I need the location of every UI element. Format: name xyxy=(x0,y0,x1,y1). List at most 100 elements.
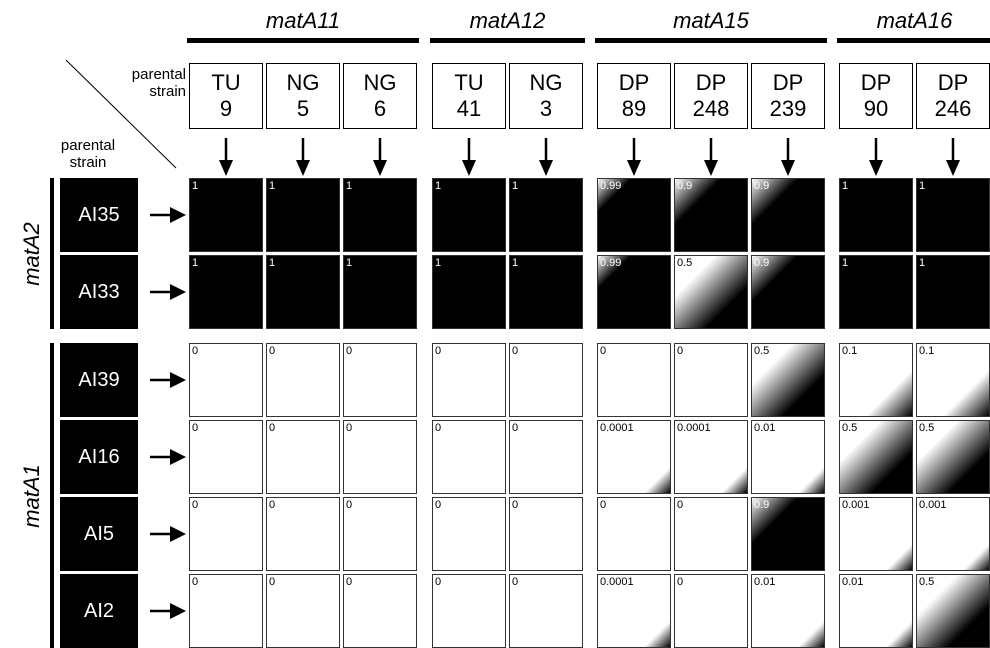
mating-cell: 0 xyxy=(266,343,340,417)
cell-value: 0.01 xyxy=(754,576,776,588)
row-group-bar xyxy=(50,343,54,648)
cell-value: 0 xyxy=(677,576,684,588)
mating-cell: 0.01 xyxy=(839,574,913,648)
arrow-down-icon xyxy=(704,138,718,176)
arrow-right-icon xyxy=(150,284,186,300)
cell-value: 0.99 xyxy=(600,180,622,192)
mating-cell: 1 xyxy=(839,255,913,329)
cell-value: 0 xyxy=(435,576,442,588)
arrow-right-icon xyxy=(150,526,186,542)
cell-value: 1 xyxy=(192,257,199,269)
strain-prefix: DP xyxy=(772,70,804,95)
strain-prefix: NG xyxy=(529,70,563,95)
cell-value: 0.9 xyxy=(754,499,770,511)
arrow-down-icon xyxy=(373,138,387,176)
mating-cell: 0 xyxy=(432,420,506,494)
parental-strain-box: TU 41 xyxy=(432,63,506,129)
row-strain-label: AI35 xyxy=(60,178,138,252)
cell-value: 0.001 xyxy=(842,499,870,511)
mating-cell: 0.99 xyxy=(597,255,671,329)
row-strain-label: AI5 xyxy=(60,497,138,571)
cell-value: 1 xyxy=(919,180,926,192)
cell-value: 0 xyxy=(269,422,276,434)
column-group-title: matA16 xyxy=(876,8,953,33)
parental-strain-box: NG 6 xyxy=(343,63,417,129)
cell-value: 0 xyxy=(192,576,199,588)
cell-value: 0 xyxy=(269,499,276,511)
cell-value: 0 xyxy=(192,499,199,511)
cell-value: 0.0001 xyxy=(677,422,711,434)
strain-prefix: DP xyxy=(860,70,892,95)
cell-value: 1 xyxy=(842,180,849,192)
mating-cell: 0.9 xyxy=(751,497,825,571)
strain-prefix: TU xyxy=(211,70,241,95)
cell-value: 0 xyxy=(346,422,353,434)
mating-cell: 0 xyxy=(509,574,583,648)
column-group-bar xyxy=(837,38,990,43)
mating-cell: 0.5 xyxy=(916,420,990,494)
strain-prefix: TU xyxy=(454,70,484,95)
arrow-right-icon xyxy=(150,603,186,619)
cell-value: 0.9 xyxy=(754,257,770,269)
mating-cell: 0 xyxy=(189,420,263,494)
cell-value: 0 xyxy=(600,345,607,357)
mating-cell: 0.99 xyxy=(597,178,671,252)
mating-cell: 0 xyxy=(674,497,748,571)
cell-value: 0.9 xyxy=(754,180,770,192)
mating-cell: 0.01 xyxy=(751,420,825,494)
arrow-right-icon xyxy=(150,207,186,223)
cell-value: 1 xyxy=(346,257,353,269)
row-group-title: matA1 xyxy=(19,463,44,528)
parental-strain-box: DP 89 xyxy=(597,63,671,129)
cell-value: 0 xyxy=(600,499,607,511)
mating-cell: 0 xyxy=(266,420,340,494)
mating-cell: 0 xyxy=(597,343,671,417)
parental-strain-box: TU 9 xyxy=(189,63,263,129)
mating-cell: 0.0001 xyxy=(597,420,671,494)
strain-number: 246 xyxy=(934,96,972,121)
mating-cell: 0 xyxy=(343,343,417,417)
cell-value: 0.5 xyxy=(677,257,693,269)
cell-value: 1 xyxy=(512,257,519,269)
mating-cell: 1 xyxy=(916,178,990,252)
mating-cell: 0 xyxy=(597,497,671,571)
parental-strain-box: NG 3 xyxy=(509,63,583,129)
cell-value: 0 xyxy=(512,345,519,357)
cell-value: 0.01 xyxy=(842,576,864,588)
column-group-bar xyxy=(187,38,419,43)
strain-number: 239 xyxy=(769,96,807,121)
column-group-title: matA12 xyxy=(469,8,546,33)
strain-prefix: DP xyxy=(937,70,969,95)
mating-cell: 0.9 xyxy=(751,178,825,252)
mating-cell: 0 xyxy=(189,574,263,648)
parental-strain-box: DP 90 xyxy=(839,63,913,129)
mating-cell: 0.0001 xyxy=(597,574,671,648)
cell-value: 0 xyxy=(346,345,353,357)
row-strain-label: AI2 xyxy=(60,574,138,648)
cell-value: 0.0001 xyxy=(600,422,634,434)
strain-number: 6 xyxy=(373,96,387,121)
cell-value: 0 xyxy=(512,422,519,434)
row-strain-label: AI33 xyxy=(60,255,138,329)
arrow-down-icon xyxy=(869,138,883,176)
arrow-down-icon xyxy=(627,138,641,176)
parental-strain-box: NG 5 xyxy=(266,63,340,129)
cell-value: 1 xyxy=(269,257,276,269)
mating-cell: 0.001 xyxy=(839,497,913,571)
cell-value: 0 xyxy=(435,422,442,434)
parental-strain-box: DP 248 xyxy=(674,63,748,129)
strain-prefix: DP xyxy=(695,70,727,95)
arrow-right-icon xyxy=(150,449,186,465)
strain-number: 248 xyxy=(692,96,730,121)
column-group-title: matA15 xyxy=(673,8,749,33)
mating-cell: 1 xyxy=(432,255,506,329)
mating-cell: 0 xyxy=(189,343,263,417)
cell-value: 0.1 xyxy=(842,345,858,357)
mating-cell: 0.001 xyxy=(916,497,990,571)
row-strain-label: AI39 xyxy=(60,343,138,417)
strain-number: 5 xyxy=(296,96,310,121)
cell-value: 0 xyxy=(192,345,199,357)
mating-cell: 0 xyxy=(509,420,583,494)
mating-cell: 1 xyxy=(432,178,506,252)
cell-value: 1 xyxy=(435,257,442,269)
